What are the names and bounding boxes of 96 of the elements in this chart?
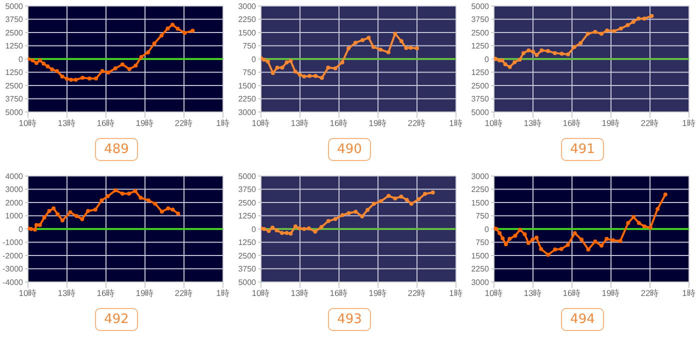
x-tick-label: 1時 <box>216 118 230 128</box>
x-tick-label: 1時 <box>682 288 696 298</box>
x-tick-label: 13時 <box>524 118 542 128</box>
y-tick-label: -1000 <box>2 238 24 248</box>
y-tick-label: -4000 <box>2 278 24 287</box>
y-tick-label: 1000 <box>5 212 24 221</box>
y-tick-label: 3750 <box>238 264 257 274</box>
y-tick-label: 1250 <box>238 212 257 221</box>
x-tick-label: 10時 <box>18 288 38 298</box>
y-tick-label: 2000 <box>5 198 24 208</box>
x-tick-label: 22時 <box>640 288 660 298</box>
x-tick-label: 16時 <box>330 288 348 298</box>
y-tick-label: 0 <box>252 54 257 64</box>
y-tick-label: 5000 <box>5 108 24 117</box>
y-tick-label: 0 <box>18 54 24 64</box>
y-tick-label: 750 <box>476 212 490 221</box>
x-tick-label: 19時 <box>368 288 388 298</box>
y-tick-label: 1500 <box>238 28 257 38</box>
x-tick-label: 19時 <box>368 118 388 128</box>
y-tick-label: 3000 <box>5 185 24 194</box>
y-tick-label: 750 <box>242 42 257 51</box>
y-tick-label: -3000 <box>2 264 24 274</box>
y-tick-label: 3000 <box>471 278 490 287</box>
x-tick-label: 10時 <box>18 118 38 128</box>
text: 492 <box>95 308 138 331</box>
x-tick-label: 10時 <box>252 288 270 298</box>
x-tick-label: 22時 <box>408 118 426 128</box>
y-tick-label: 0 <box>484 224 490 234</box>
y-tick-label: -2000 <box>2 251 24 260</box>
y-tick-label: 1250 <box>238 238 257 248</box>
y-tick-label: 5000 <box>471 2 490 11</box>
text: 491 <box>561 138 604 161</box>
y-tick-label: 2250 <box>471 264 490 274</box>
x-tick-label: 16時 <box>562 288 582 298</box>
y-tick-label: 2500 <box>5 28 24 38</box>
text: 494 <box>561 308 604 331</box>
y-tick-label: 3000 <box>471 172 490 181</box>
x-tick-label: 1時 <box>682 118 696 128</box>
x-tick-label: 19時 <box>136 288 154 298</box>
y-tick-label: 750 <box>476 238 490 248</box>
x-tick-label: 16時 <box>562 118 582 128</box>
x-tick-label: 13時 <box>290 118 310 128</box>
y-tick-label: 1500 <box>471 251 490 260</box>
x-tick-label: 22時 <box>174 118 194 128</box>
y-tick-label: 1250 <box>5 68 24 78</box>
y-tick-label: 2250 <box>238 15 257 24</box>
x-tick-label: 22時 <box>174 288 194 298</box>
y-tick-label: 750 <box>242 68 257 78</box>
x-tick-label: 13時 <box>524 288 542 298</box>
x-tick-label: 19時 <box>602 288 620 298</box>
x-tick-label: 22時 <box>408 288 426 298</box>
x-tick-label: 13時 <box>58 288 76 298</box>
y-tick-label: 5000 <box>471 108 490 117</box>
y-tick-label: 5000 <box>238 172 257 181</box>
x-tick-label: 16時 <box>330 118 348 128</box>
x-tick-label: 19時 <box>136 118 154 128</box>
y-tick-label: 1250 <box>5 42 24 51</box>
y-tick-label: 2250 <box>238 94 257 104</box>
y-tick-label: 1250 <box>471 68 490 78</box>
y-tick-label: 2250 <box>471 185 490 194</box>
y-tick-label: 0 <box>484 54 490 64</box>
x-tick-label: 10時 <box>484 288 504 298</box>
x-tick-label: 10時 <box>252 118 270 128</box>
y-tick-label: 5000 <box>238 278 257 287</box>
x-tick-label: 13時 <box>290 288 310 298</box>
x-tick-label: 16時 <box>96 288 116 298</box>
x-tick-label: 19時 <box>602 118 620 128</box>
y-tick-label: 1500 <box>238 81 257 90</box>
x-tick-label: 1時 <box>449 288 463 298</box>
x-tick-label: 16時 <box>96 118 116 128</box>
y-tick-label: 2500 <box>238 251 257 260</box>
y-tick-label: 2500 <box>471 81 490 90</box>
y-tick-label: 3000 <box>238 108 257 117</box>
y-tick-label: 3750 <box>5 15 24 24</box>
y-tick-label: 0 <box>18 224 24 234</box>
y-tick-label: 4000 <box>5 172 24 181</box>
y-tick-label: 1250 <box>471 42 490 51</box>
text: 489 <box>95 138 138 161</box>
text: 490 <box>328 138 371 161</box>
y-tick-label: 3750 <box>5 94 24 104</box>
y-tick-label: 2500 <box>5 81 24 90</box>
y-tick-label: 3750 <box>471 15 490 24</box>
x-tick-label: 1時 <box>449 118 463 128</box>
y-tick-label: 2500 <box>238 198 257 208</box>
x-tick-label: 13時 <box>58 118 76 128</box>
text: 493 <box>328 308 371 331</box>
y-tick-label: 2500 <box>471 28 490 38</box>
y-tick-label: 5000 <box>5 2 24 11</box>
y-tick-label: 0 <box>252 224 257 234</box>
y-tick-label: 1500 <box>471 198 490 208</box>
y-tick-label: 3750 <box>238 185 257 194</box>
y-tick-label: 3000 <box>238 2 257 11</box>
x-tick-label: 10時 <box>484 118 504 128</box>
x-tick-label: 1時 <box>216 288 230 298</box>
x-tick-label: 22時 <box>640 118 660 128</box>
y-tick-label: 3750 <box>471 94 490 104</box>
